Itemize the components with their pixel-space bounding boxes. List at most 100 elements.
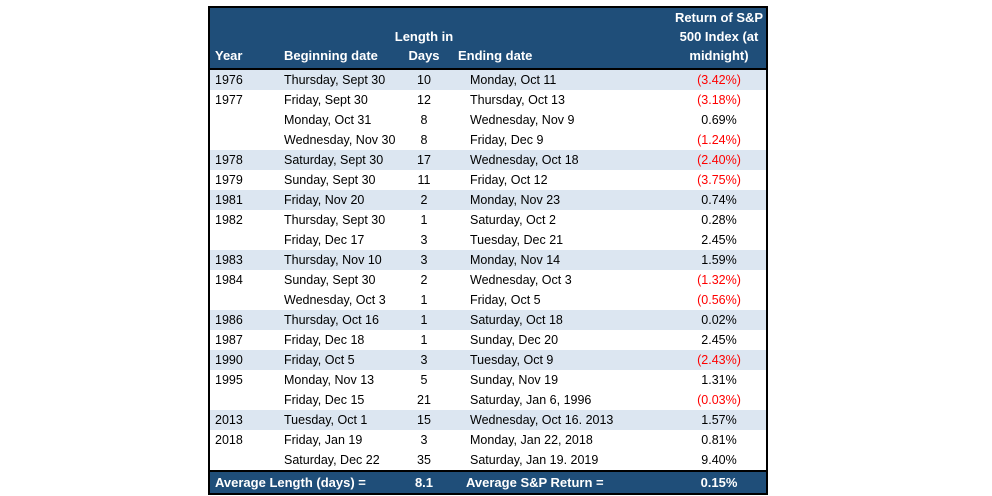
table-row: 1977 Friday, Sept 30 12 Thursday, Oct 13 (3.… xyxy=(210,90,766,110)
table-row: Friday, Dec 17 3 Tuesday, Dec 21 2.45% xyxy=(210,230,766,250)
cell-ending: Friday, Oct 5 xyxy=(470,293,541,307)
cell-year: 1981 xyxy=(215,193,243,207)
cell-ret: (3.42%) xyxy=(697,73,741,87)
table-row: Saturday, Dec 22 35 Saturday, Jan 19. 2019… xyxy=(210,450,766,470)
cell-ret: (0.56%) xyxy=(697,293,741,307)
cell-days: 1 xyxy=(420,333,428,347)
cell-ret: 1.59% xyxy=(701,253,737,267)
cell-ret: 0.69% xyxy=(701,113,737,127)
table-row: 1976 Thursday, Sept 30 10 Monday, Oct 11 (3.… xyxy=(210,70,766,90)
footer-average-length-label: Average Length (days) = xyxy=(215,475,366,490)
cell-ending: Sunday, Nov 19 xyxy=(470,373,559,387)
cell-days: 3 xyxy=(420,253,428,267)
cell-ending: Wednesday, Oct 18 xyxy=(470,153,579,167)
header-length-line1: Length in xyxy=(394,29,454,44)
table-row: 2013 Tuesday, Oct 1 15 Wednesday, Oct 16. 2… xyxy=(210,410,766,430)
header-return-line3: midnight) xyxy=(689,48,749,63)
cell-ret: 1.31% xyxy=(701,373,737,387)
cell-year: 1982 xyxy=(215,213,243,227)
table-row: 1981 Friday, Nov 20 2 Monday, Nov 23 0.74% xyxy=(210,190,766,210)
header-sp500-return: Return of S&P 500 Index (at midnight) xyxy=(672,8,766,68)
cell-ending: Saturday, Oct 18 xyxy=(470,313,563,327)
cell-days: 2 xyxy=(420,273,428,287)
cell-beginning: Friday, Oct 5 xyxy=(284,353,355,367)
cell-ending: Sunday, Dec 20 xyxy=(470,333,559,347)
cell-year xyxy=(210,130,280,150)
table-row: Monday, Oct 31 8 Wednesday, Nov 9 0.69% xyxy=(210,110,766,130)
cell-ret: 0.81% xyxy=(701,433,737,447)
header-ending-label: Ending date xyxy=(458,48,533,63)
table-row: 1983 Thursday, Nov 10 3 Monday, Nov 14 1.59% xyxy=(210,250,766,270)
cell-year: 1986 xyxy=(215,313,243,327)
cell-year: 1979 xyxy=(215,173,243,187)
table-row: 1987 Friday, Dec 18 1 Sunday, Dec 20 2.45% xyxy=(210,330,766,350)
cell-year: 1990 xyxy=(215,353,243,367)
cell-days: 8 xyxy=(420,113,428,127)
cell-ret: (3.75%) xyxy=(697,173,741,187)
cell-ret: 2.45% xyxy=(701,333,737,347)
cell-days: 15 xyxy=(417,413,431,427)
cell-year xyxy=(210,110,280,130)
cell-ret: 0.74% xyxy=(701,193,737,207)
cell-ending: Wednesday, Oct 16. 2013 xyxy=(470,413,614,427)
cell-year xyxy=(210,390,280,410)
cell-ret: 9.40% xyxy=(701,453,737,467)
cell-ret: (1.32%) xyxy=(697,273,741,287)
cell-beginning: Saturday, Dec 22 xyxy=(284,453,380,467)
cell-ending: Saturday, Oct 2 xyxy=(470,213,556,227)
footer-average-length-value: 8.1 xyxy=(414,475,434,490)
cell-beginning: Monday, Nov 13 xyxy=(284,373,375,387)
cell-year: 1984 xyxy=(215,273,243,287)
footer-average-return-label: Average S&P Return = xyxy=(466,475,604,490)
table-row: 1979 Sunday, Sept 30 11 Friday, Oct 12 (3.75… xyxy=(210,170,766,190)
table-row: 1982 Thursday, Sept 30 1 Saturday, Oct 2 0.2… xyxy=(210,210,766,230)
cell-year: 1995 xyxy=(215,373,243,387)
table-footer-row: Average Length (days) = 8.1 Average S&P … xyxy=(210,470,766,493)
cell-beginning: Sunday, Sept 30 xyxy=(284,273,376,287)
cell-year: 1987 xyxy=(215,333,243,347)
cell-beginning: Friday, Nov 20 xyxy=(284,193,365,207)
cell-beginning: Thursday, Sept 30 xyxy=(284,73,386,87)
cell-beginning: Friday, Dec 15 xyxy=(284,393,365,407)
header-beginning-label: Beginning date xyxy=(284,48,378,63)
cell-ret: (2.40%) xyxy=(697,153,741,167)
table-row: 1995 Monday, Nov 13 5 Sunday, Nov 19 1.31% xyxy=(210,370,766,390)
cell-beginning: Saturday, Sept 30 xyxy=(284,153,384,167)
cell-ending: Friday, Dec 9 xyxy=(470,133,544,147)
cell-days: 3 xyxy=(420,433,428,447)
cell-days: 2 xyxy=(420,193,428,207)
cell-days: 1 xyxy=(420,293,428,307)
cell-ret: 2.45% xyxy=(701,233,737,247)
cell-beginning: Friday, Sept 30 xyxy=(284,93,368,107)
cell-days: 35 xyxy=(417,453,431,467)
cell-ret: 0.02% xyxy=(701,313,737,327)
header-return-line1: Return of S&P xyxy=(674,10,764,25)
cell-year xyxy=(210,450,280,470)
cell-ending: Monday, Nov 14 xyxy=(470,253,561,267)
cell-days: 17 xyxy=(417,153,431,167)
cell-beginning: Friday, Jan 19 xyxy=(284,433,363,447)
cell-ending: Tuesday, Oct 9 xyxy=(470,353,554,367)
cell-ret: (2.43%) xyxy=(697,353,741,367)
cell-ret: 1.57% xyxy=(701,413,737,427)
cell-beginning: Thursday, Nov 10 xyxy=(284,253,382,267)
cell-days: 8 xyxy=(420,133,428,147)
cell-days: 1 xyxy=(420,313,428,327)
cell-beginning: Thursday, Sept 30 xyxy=(284,213,386,227)
cell-beginning: Tuesday, Oct 1 xyxy=(284,413,368,427)
cell-beginning: Wednesday, Nov 30 xyxy=(284,133,396,147)
header-return-line2: 500 Index (at xyxy=(679,29,759,44)
cell-year xyxy=(210,230,280,250)
cell-ending: Monday, Nov 23 xyxy=(470,193,561,207)
cell-year: 1976 xyxy=(215,73,243,87)
table-body: 1976 Thursday, Sept 30 10 Monday, Oct 11 (3.… xyxy=(210,70,766,470)
shutdown-table: Year Beginning date Length in Days Endin… xyxy=(208,6,768,495)
cell-ending: Thursday, Oct 13 xyxy=(470,93,565,107)
cell-days: 5 xyxy=(420,373,428,387)
cell-year: 1978 xyxy=(215,153,243,167)
cell-days: 10 xyxy=(417,73,431,87)
header-ending-date: Ending date xyxy=(454,8,672,68)
cell-ending: Tuesday, Dec 21 xyxy=(470,233,564,247)
table-row: Friday, Dec 15 21 Saturday, Jan 6, 1996 (0.… xyxy=(210,390,766,410)
